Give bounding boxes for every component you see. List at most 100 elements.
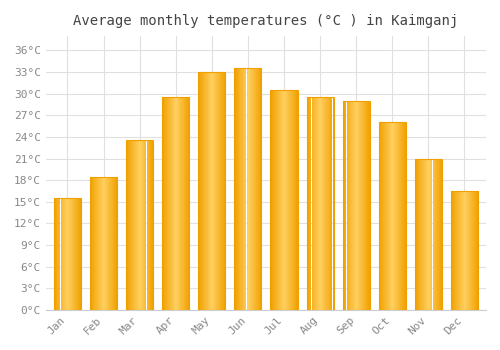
- Bar: [221, 72, 222, 310]
- Bar: [256, 69, 257, 310]
- Bar: [113, 176, 114, 310]
- Bar: [126, 140, 127, 310]
- Bar: [476, 191, 477, 310]
- Bar: [432, 159, 433, 310]
- Bar: [224, 72, 225, 310]
- Bar: [322, 97, 323, 310]
- Bar: [364, 101, 366, 310]
- Bar: [90, 176, 91, 310]
- Bar: [253, 69, 254, 310]
- Bar: [285, 90, 286, 310]
- Bar: [284, 90, 285, 310]
- Bar: [147, 140, 148, 310]
- Bar: [427, 159, 428, 310]
- Bar: [431, 159, 432, 310]
- Bar: [423, 159, 424, 310]
- Bar: [473, 191, 474, 310]
- Bar: [270, 90, 297, 310]
- Bar: [105, 176, 106, 310]
- Bar: [71, 198, 72, 310]
- Bar: [261, 69, 262, 310]
- Bar: [306, 97, 334, 310]
- Bar: [175, 97, 176, 310]
- Bar: [115, 176, 116, 310]
- Bar: [180, 97, 181, 310]
- Bar: [139, 140, 140, 310]
- Bar: [114, 176, 115, 310]
- Bar: [243, 69, 244, 310]
- Bar: [292, 90, 293, 310]
- Bar: [109, 176, 110, 310]
- Bar: [162, 97, 189, 310]
- Bar: [318, 97, 319, 310]
- Bar: [399, 122, 400, 310]
- Bar: [106, 176, 107, 310]
- Bar: [327, 97, 328, 310]
- Bar: [352, 101, 353, 310]
- Bar: [168, 97, 169, 310]
- Bar: [326, 97, 327, 310]
- Bar: [138, 140, 139, 310]
- Bar: [468, 191, 469, 310]
- Bar: [102, 176, 103, 310]
- Bar: [171, 97, 172, 310]
- Bar: [137, 140, 138, 310]
- Bar: [458, 191, 459, 310]
- Bar: [92, 176, 94, 310]
- Bar: [164, 97, 165, 310]
- Bar: [388, 122, 389, 310]
- Bar: [99, 176, 100, 310]
- Bar: [439, 159, 440, 310]
- Bar: [152, 140, 153, 310]
- Bar: [218, 72, 219, 310]
- Bar: [145, 140, 146, 310]
- Bar: [259, 69, 260, 310]
- Bar: [173, 97, 174, 310]
- Bar: [56, 198, 57, 310]
- Bar: [234, 69, 235, 310]
- Bar: [366, 101, 367, 310]
- Bar: [417, 159, 418, 310]
- Bar: [307, 97, 308, 310]
- Bar: [220, 72, 221, 310]
- Bar: [242, 69, 243, 310]
- Bar: [257, 69, 258, 310]
- Bar: [425, 159, 426, 310]
- Bar: [282, 90, 283, 310]
- Bar: [360, 101, 361, 310]
- Bar: [255, 69, 256, 310]
- Bar: [75, 198, 76, 310]
- Bar: [67, 198, 68, 310]
- Bar: [174, 97, 175, 310]
- Bar: [311, 97, 312, 310]
- Bar: [271, 90, 272, 310]
- Bar: [287, 90, 288, 310]
- Bar: [60, 198, 61, 310]
- Bar: [238, 69, 239, 310]
- Bar: [477, 191, 478, 310]
- Bar: [100, 176, 101, 310]
- Bar: [319, 97, 320, 310]
- Bar: [277, 90, 278, 310]
- Bar: [59, 198, 60, 310]
- Bar: [362, 101, 363, 310]
- Bar: [343, 101, 344, 310]
- Bar: [354, 101, 355, 310]
- Bar: [475, 191, 476, 310]
- Bar: [392, 122, 393, 310]
- Bar: [134, 140, 135, 310]
- Bar: [289, 90, 290, 310]
- Bar: [382, 122, 383, 310]
- Bar: [348, 101, 350, 310]
- Bar: [132, 140, 133, 310]
- Bar: [353, 101, 354, 310]
- Bar: [133, 140, 134, 310]
- Bar: [112, 176, 113, 310]
- Bar: [141, 140, 142, 310]
- Bar: [236, 69, 237, 310]
- Bar: [78, 198, 80, 310]
- Bar: [321, 97, 322, 310]
- Bar: [270, 90, 271, 310]
- Bar: [245, 69, 246, 310]
- Bar: [312, 97, 313, 310]
